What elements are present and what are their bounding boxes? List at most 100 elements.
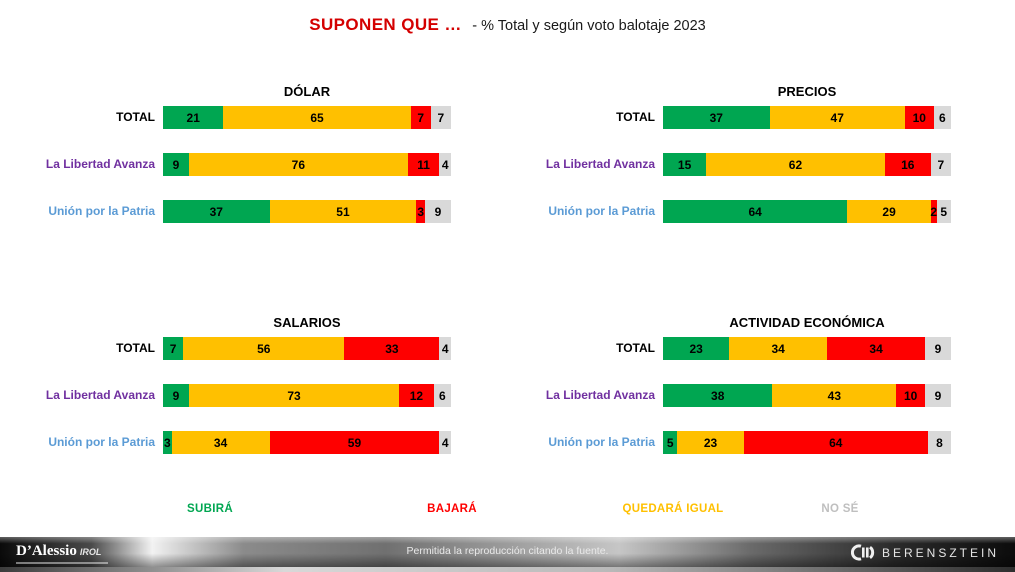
row-label: Unión por la Patria — [548, 435, 655, 450]
bar-segment-quedara-igual: 34 — [729, 337, 828, 360]
bar-segment-quedara-igual: 34 — [171, 431, 270, 454]
footer-bottom-strip — [0, 567, 1015, 572]
bar-segment-subira: 9 — [163, 384, 189, 407]
bar-value: 12 — [409, 388, 424, 403]
bar-row: La Libertad Avanza 9 76 11 4 — [0, 153, 451, 176]
bar-value: 10 — [912, 110, 926, 125]
bar-value: 4 — [441, 157, 449, 172]
bar-value: 62 — [788, 157, 803, 172]
bar-value: 47 — [830, 110, 844, 125]
bar-value: 5 — [940, 204, 948, 219]
bar-segment-subira: 37 — [163, 200, 270, 223]
row-label: La Libertad Avanza — [45, 157, 155, 172]
bar-value: 23 — [703, 435, 718, 450]
legend: SUBIRÁ BAJARÁ QUEDARÁ IGUAL NO SÉ — [0, 503, 1015, 519]
bar-value: 5 — [666, 435, 674, 450]
row-label: La Libertad Avanza — [545, 157, 655, 172]
bar-segment-no-se: 4 — [439, 153, 451, 176]
bar-segment-bajara: 3 — [416, 200, 426, 223]
chart-rows: TOTAL 7 56 33 4 La Libertad Avanza 9 73 12 6 Unión… — [0, 337, 451, 454]
bar-segment-subira: 9 — [163, 153, 189, 176]
bar-segment-bajara: 12 — [399, 384, 434, 407]
bar-segment-quedara-igual: 51 — [269, 200, 417, 223]
stacked-bar: 5 23 64 8 — [663, 431, 951, 454]
berensztein-logo-text: BERENSZTEIN — [881, 545, 999, 560]
bar-value: 23 — [689, 341, 703, 356]
bar-segment-bajara: 59 — [269, 431, 440, 454]
stacked-bar: 37 51 3 9 — [163, 200, 451, 223]
bar-segment-bajara: 10 — [896, 384, 926, 407]
bar-value: 7 — [169, 341, 177, 356]
bar-segment-bajara: 11 — [407, 153, 440, 176]
bar-segment-quedara-igual: 47 — [769, 106, 905, 129]
bar-value: 6 — [438, 388, 446, 403]
bar-segment-quedara-igual: 73 — [188, 384, 400, 407]
stacked-bar: 64 29 2 5 — [663, 200, 951, 223]
footer-source-note: Permitida la reproducción citando la fue… — [406, 545, 609, 557]
row-label: TOTAL — [616, 341, 655, 356]
stacked-bar: 7 56 33 4 — [163, 337, 451, 360]
bar-value: 7 — [937, 157, 945, 172]
bar-segment-subira: 37 — [663, 106, 770, 129]
bar-segment-no-se: 6 — [933, 106, 951, 129]
dalessio-irol-logo: D’Alessio IROL — [16, 542, 108, 564]
bar-row: La Libertad Avanza 15 62 16 7 — [500, 153, 951, 176]
legend-item-bajara: BAJARÁ — [427, 503, 477, 515]
bar-row: Unión por la Patria 3 34 59 4 — [0, 431, 451, 454]
bar-segment-subira: 7 — [163, 337, 184, 360]
chart-rows: TOTAL 21 65 7 7 La Libertad Avanza 9 76 11 4 Unión… — [0, 106, 451, 223]
bar-segment-quedara-igual: 76 — [188, 153, 408, 176]
bar-segment-subira: 64 — [663, 200, 848, 223]
bar-value: 64 — [829, 435, 843, 450]
bar-segment-subira: 5 — [663, 431, 678, 454]
bar-segment-no-se: 9 — [925, 384, 951, 407]
footer-bar: D’Alessio IROL Permitida la reproducción … — [0, 537, 1015, 567]
chart-precios: PRECIOS TOTAL 37 47 10 6 La Libertad Avanza 15… — [500, 80, 951, 250]
row-label: TOTAL — [116, 110, 155, 125]
bar-segment-subira: 38 — [663, 384, 773, 407]
bar-segment-quedara-igual: 62 — [706, 153, 885, 176]
bar-value: 15 — [677, 157, 692, 172]
bar-value: 9 — [934, 341, 942, 356]
bar-value: 34 — [869, 341, 883, 356]
bar-row: La Libertad Avanza 9 73 12 6 — [0, 384, 451, 407]
bar-segment-quedara-igual: 43 — [772, 384, 897, 407]
chart-dolar: DÓLAR TOTAL 21 65 7 7 La Libertad Avanza 9 76 11… — [0, 80, 451, 250]
bar-segment-no-se: 4 — [439, 337, 451, 360]
bar-value: 11 — [417, 157, 430, 172]
bar-row: TOTAL 37 47 10 6 — [500, 106, 951, 129]
stacked-bar: 9 76 11 4 — [163, 153, 451, 176]
bar-segment-bajara: 34 — [827, 337, 926, 360]
bar-segment-quedara-igual: 23 — [677, 431, 744, 454]
bar-row: TOTAL 21 65 7 7 — [0, 106, 451, 129]
bar-segment-bajara: 7 — [410, 106, 431, 129]
bar-value: 16 — [901, 157, 915, 172]
bar-value: 34 — [213, 435, 228, 450]
bar-segment-quedara-igual: 56 — [183, 337, 345, 360]
bar-segment-bajara: 33 — [344, 337, 440, 360]
row-label: Unión por la Patria — [48, 435, 155, 450]
bar-row: La Libertad Avanza 38 43 10 9 — [500, 384, 951, 407]
bar-segment-bajara: 2 — [930, 200, 937, 223]
bar-segment-no-se: 8 — [927, 431, 951, 454]
chart-title: SALARIOS — [273, 315, 341, 330]
row-label: La Libertad Avanza — [45, 388, 155, 403]
bar-segment-subira: 3 — [163, 431, 172, 454]
bar-value: 21 — [186, 110, 200, 125]
stacked-bar: 9 73 12 6 — [163, 384, 451, 407]
bar-value: 65 — [310, 110, 324, 125]
bar-value: 3 — [163, 435, 171, 450]
bar-value: 59 — [347, 435, 362, 450]
legend-item-subira: SUBIRÁ — [187, 503, 233, 515]
bar-row: Unión por la Patria 64 29 2 5 — [500, 200, 951, 223]
legend-item-no-se: NO SÉ — [821, 503, 859, 515]
row-label: Unión por la Patria — [548, 204, 655, 219]
bar-value: 9 — [434, 204, 442, 219]
bar-segment-quedara-igual: 29 — [847, 200, 931, 223]
bar-value: 33 — [385, 341, 399, 356]
page-title: SUPONEN QUE … - % Total y según voto bal… — [0, 15, 1015, 35]
chart-rows: TOTAL 37 47 10 6 La Libertad Avanza 15 62 16 7 Uni… — [500, 106, 951, 223]
bar-value: 4 — [441, 341, 449, 356]
bar-value: 37 — [709, 110, 723, 125]
